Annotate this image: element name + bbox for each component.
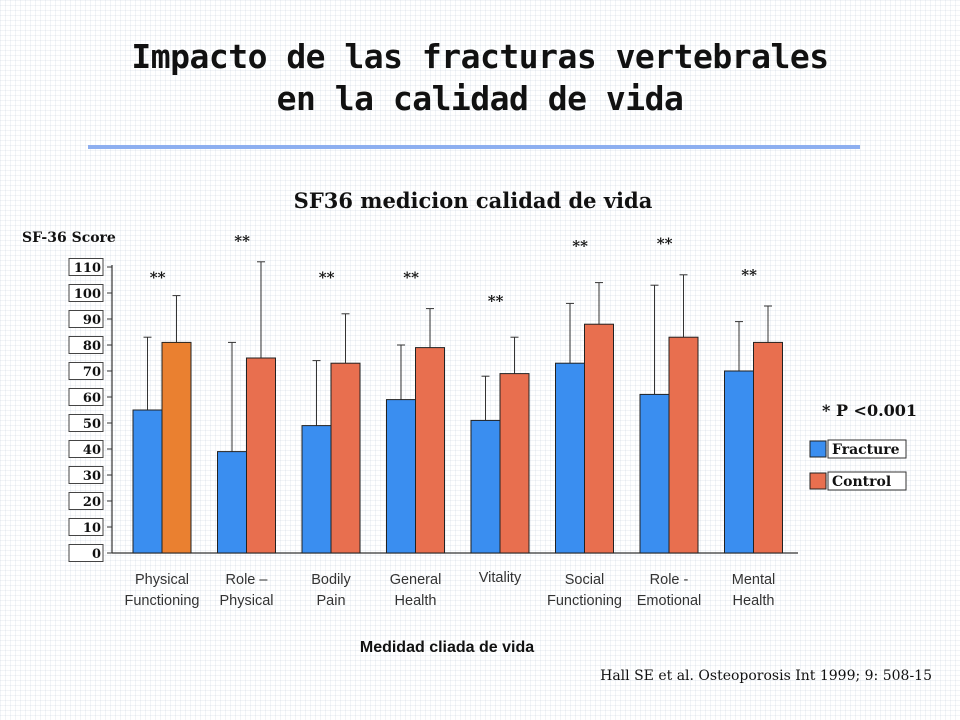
category-label-line: Health bbox=[395, 593, 437, 609]
chart-title: SF36 medicion calidad de vida bbox=[294, 188, 653, 213]
bar-fracture bbox=[470, 419, 501, 554]
category-label-line: Role – bbox=[226, 572, 269, 588]
chart-legend: Fracture Control bbox=[809, 439, 907, 491]
category-label-line: Health bbox=[733, 593, 775, 609]
category-label-line: Functioning bbox=[547, 593, 622, 609]
category-label-line: Pain bbox=[316, 593, 345, 609]
citation: Hall SE et al. Osteoporosis Int 1999; 9:… bbox=[600, 668, 932, 684]
bar-fracture bbox=[301, 425, 332, 554]
bar-fracture bbox=[132, 409, 163, 554]
y-tick-label: 20 bbox=[83, 495, 101, 510]
bar-fracture bbox=[386, 399, 416, 554]
y-tick-label: 40 bbox=[83, 443, 101, 458]
category-label-line: Role - bbox=[650, 572, 689, 588]
y-tick-box bbox=[68, 544, 104, 562]
y-tick-label: 110 bbox=[74, 261, 101, 276]
bar-control bbox=[499, 373, 530, 554]
category-label-line: Bodily bbox=[311, 572, 351, 588]
y-tick-label: 80 bbox=[83, 339, 101, 354]
category-label-line: Mental bbox=[732, 572, 776, 588]
x-axis-label: Medidad cliada de vida bbox=[360, 639, 534, 656]
category-label-line: General bbox=[390, 572, 442, 588]
significance-marker: ** bbox=[741, 266, 757, 284]
bar-control bbox=[330, 362, 361, 554]
y-tick-label: 70 bbox=[83, 365, 101, 380]
bar-control bbox=[415, 347, 445, 554]
bar-group: ** Role - Emotional bbox=[637, 235, 701, 609]
category-label-line: Physical bbox=[220, 593, 274, 609]
y-tick-label: 0 bbox=[92, 547, 101, 562]
y-tick-box bbox=[68, 258, 104, 276]
y-tick-box bbox=[68, 492, 104, 510]
y-tick-label: 50 bbox=[83, 417, 101, 432]
bar-fracture bbox=[724, 370, 754, 554]
bar-control bbox=[584, 323, 614, 554]
significance-marker: ** bbox=[403, 268, 419, 286]
category-label: Role - Emotional bbox=[637, 572, 701, 609]
bar-fracture bbox=[639, 393, 670, 554]
category-label: Role – Physical bbox=[220, 572, 274, 609]
y-tick-box bbox=[68, 518, 104, 536]
bar-group: ** Bodily Pain bbox=[301, 268, 361, 609]
bar-control bbox=[161, 341, 192, 554]
legend-swatch-control bbox=[809, 472, 827, 490]
category-label: Vitality bbox=[479, 570, 522, 586]
y-axis-label: SF-36 Score bbox=[22, 230, 116, 246]
category-label-line: Physical bbox=[135, 572, 189, 588]
bar-control bbox=[246, 357, 276, 554]
y-tick-label: 100 bbox=[74, 287, 101, 302]
y-tick-box bbox=[68, 362, 104, 380]
title-underline bbox=[88, 145, 860, 149]
y-tick-label: 30 bbox=[83, 469, 101, 484]
category-label-line: Functioning bbox=[125, 593, 200, 609]
significance-marker: ** bbox=[150, 268, 166, 286]
legend-label-control: Control bbox=[832, 474, 891, 490]
title-line-2: en la calidad de vida bbox=[276, 79, 684, 118]
significance-marker: ** bbox=[234, 232, 250, 250]
category-label: General Health bbox=[390, 572, 442, 609]
y-tick-label: 10 bbox=[83, 521, 101, 536]
chart-bars: ** Physical Functioning ** Role – Physical ** B… bbox=[125, 232, 783, 609]
bar-group: ** Physical Functioning bbox=[125, 268, 200, 609]
y-tick-label: 90 bbox=[83, 313, 101, 328]
bar-group: ** Vitality bbox=[470, 292, 530, 586]
y-tick-box bbox=[68, 414, 104, 432]
category-label-line: Vitality bbox=[479, 570, 522, 586]
significance-marker: ** bbox=[488, 292, 504, 310]
bar-group: ** Social Functioning bbox=[547, 237, 622, 609]
title-line-1: Impacto de las fracturas vertebrales bbox=[131, 37, 829, 76]
category-label: Physical Functioning bbox=[125, 572, 200, 609]
category-label: Mental Health bbox=[732, 572, 776, 609]
bar-group: ** Mental Health bbox=[724, 266, 783, 609]
y-tick-box bbox=[68, 284, 104, 302]
bar-fracture bbox=[555, 362, 585, 554]
category-label: Social Functioning bbox=[547, 572, 622, 609]
y-tick-box bbox=[68, 440, 104, 458]
bar-group: ** Role – Physical bbox=[217, 232, 276, 609]
significance-marker: ** bbox=[657, 235, 673, 253]
y-tick-box bbox=[68, 310, 104, 328]
y-tick-label: 60 bbox=[83, 391, 101, 406]
legend-swatch-fracture bbox=[809, 440, 827, 458]
bar-control bbox=[753, 341, 783, 554]
y-tick-box bbox=[68, 388, 104, 406]
y-tick-box bbox=[68, 336, 104, 354]
legend-label-fracture: Fracture bbox=[832, 442, 900, 458]
p-value-note: * P <0.001 bbox=[822, 401, 917, 420]
legend-label-box bbox=[827, 471, 907, 491]
bar-control bbox=[668, 336, 699, 554]
slide-title: Impacto de las fracturas vertebrales en … bbox=[60, 36, 900, 120]
y-tick-box bbox=[68, 466, 104, 484]
legend-label-box bbox=[827, 439, 907, 459]
bar-group: ** General Health bbox=[386, 268, 445, 609]
significance-marker: ** bbox=[572, 237, 588, 255]
significance-marker: ** bbox=[319, 268, 335, 286]
bar-fracture bbox=[217, 451, 247, 554]
chart-axes: 0 10 20 30 40 50 60 70 80 90 100 110 bbox=[68, 258, 798, 562]
category-label: Bodily Pain bbox=[311, 572, 351, 609]
category-label-line: Social bbox=[565, 572, 605, 588]
category-label-line: Emotional bbox=[637, 593, 701, 609]
